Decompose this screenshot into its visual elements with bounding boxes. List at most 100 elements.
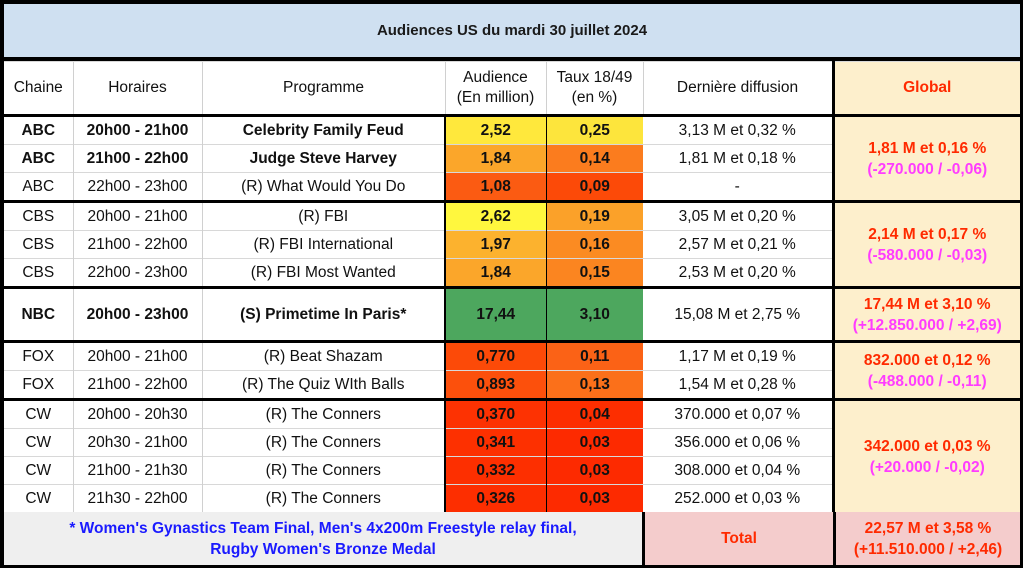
header-row: Chaine Horaires Programme Audience (En mi… [4, 61, 1020, 116]
cell-audience: 0,326 [444, 484, 546, 512]
total-value-line2: (+11.510.000 / +2,46) [853, 540, 1003, 558]
sheet-title: Audiences US du mardi 30 juillet 2024 [4, 4, 1020, 57]
footnote-line2: Rugby Women's Bronze Medal [210, 540, 436, 558]
cell-global: 342.000 et 0,03 % (+20.000 / -0,02) [831, 398, 1020, 512]
header-taux-l2: (en %) [571, 89, 618, 106]
header-chaine: Chaine [4, 61, 73, 116]
cell-audience: 0,332 [444, 456, 546, 485]
header-global: Global [831, 61, 1020, 116]
cell-audience: 17,44 [444, 286, 546, 342]
global-value: 17,44 M et 3,10 % [863, 295, 991, 313]
cell-chaine: ABC [4, 172, 73, 202]
table-row: NBC 20h00 - 23h00 (S) Primetime In Paris* 1… [4, 286, 1020, 342]
global-value: 2,14 M et 0,17 % [868, 225, 987, 243]
cell-chaine: CW [4, 456, 73, 485]
cell-programme: (S) Primetime In Paris* [201, 286, 445, 342]
cell-horaires: 20h30 - 21h00 [72, 428, 202, 457]
cell-derniere: 1,54 M et 0,28 % [643, 370, 833, 400]
global-change: (-488.000 / -0,11) [867, 372, 987, 390]
cell-horaires: 20h00 - 21h00 [72, 200, 202, 231]
cell-audience: 1,84 [444, 258, 546, 288]
cell-horaires: 21h30 - 22h00 [72, 484, 202, 512]
cell-global: 2,14 M et 0,17 % (-580.000 / -0,03) [831, 200, 1020, 288]
cell-programme: Judge Steve Harvey [201, 144, 445, 173]
table-row: CBS 20h00 - 21h00 (R) FBI 2,62 0,19 3,05 M et… [4, 200, 1020, 288]
cell-programme: (R) FBI Most Wanted [201, 258, 445, 288]
cell-programme: (R) The Conners [201, 484, 445, 512]
header-derniere: Dernière diffusion [642, 61, 833, 116]
header-taux-l1: Taux 18/49 [556, 69, 633, 86]
cell-programme: (R) The Conners [201, 456, 445, 485]
header-taux: Taux 18/49 (en %) [545, 61, 643, 116]
cell-derniere: 356.000 et 0,06 % [643, 428, 833, 457]
cell-chaine: NBC [4, 286, 73, 342]
cell-programme: Celebrity Family Feud [201, 114, 445, 145]
total-label: Total [645, 512, 833, 565]
table-row: CW 21h00 - 21h30 (R) The Conners 0,332 0,03 3… [4, 456, 1020, 485]
global-change: (+20.000 / -0,02) [869, 458, 985, 476]
table-row: CW 21h30 - 22h00 (R) The Conners 0,326 0,03 2… [4, 484, 1020, 512]
table-row: CW 20h00 - 20h30 (R) The Conners 0,370 0,04 3… [4, 398, 1020, 512]
total-value: 22,57 M et 3,58 % (+11.510.000 / +2,46) [836, 512, 1020, 565]
cell-derniere: 2,53 M et 0,20 % [643, 258, 833, 288]
ratings-table: Chaine Horaires Programme Audience (En mi… [4, 61, 1020, 512]
cell-horaires: 20h00 - 21h00 [72, 340, 202, 371]
cell-taux: 0,15 [545, 258, 643, 288]
cell-derniere: 3,13 M et 0,32 % [643, 114, 833, 145]
table-row: CBS 21h00 - 22h00 (R) FBI International 1,9… [4, 230, 1020, 259]
cell-derniere: 370.000 et 0,07 % [643, 398, 833, 429]
cell-horaires: 21h00 - 22h00 [72, 370, 202, 400]
cell-audience: 1,08 [444, 172, 546, 202]
cell-audience: 0,893 [444, 370, 546, 400]
header-horaires: Horaires [72, 61, 202, 116]
cell-programme: (R) FBI [201, 200, 445, 231]
cell-audience: 2,62 [444, 200, 546, 231]
cell-horaires: 22h00 - 23h00 [72, 172, 202, 202]
cell-horaires: 21h00 - 22h00 [72, 144, 202, 173]
cell-taux: 0,09 [545, 172, 643, 202]
header-audience-l2: (En million) [456, 89, 535, 106]
cell-taux: 0,16 [545, 230, 643, 259]
cell-derniere: 2,57 M et 0,21 % [643, 230, 833, 259]
table-row: CW 20h30 - 21h00 (R) The Conners 0,341 0,03 3… [4, 428, 1020, 457]
cell-chaine: CW [4, 428, 73, 457]
cell-horaires: 20h00 - 21h00 [72, 114, 202, 145]
cell-derniere: 3,05 M et 0,20 % [643, 200, 833, 231]
table-row: FOX 20h00 - 21h00 (R) Beat Shazam 0,770 0,11… [4, 340, 1020, 400]
cell-derniere: 252.000 et 0,03 % [643, 484, 833, 512]
cell-horaires: 20h00 - 23h00 [72, 286, 202, 342]
cell-audience: 0,770 [444, 340, 546, 371]
cell-programme: (R) FBI International [201, 230, 445, 259]
cell-programme: (R) The Conners [201, 398, 445, 429]
cell-chaine: CW [4, 484, 73, 512]
cell-programme: (R) Beat Shazam [201, 340, 445, 371]
cell-programme: (R) What Would You Do [201, 172, 445, 202]
cell-taux: 0,03 [545, 428, 643, 457]
cell-audience: 1,97 [444, 230, 546, 259]
cell-taux: 0,14 [545, 144, 643, 173]
global-value: 832.000 et 0,12 % [863, 351, 991, 369]
table-row: ABC 21h00 - 22h00 Judge Steve Harvey 1,84 0,… [4, 144, 1020, 173]
cell-derniere: 15,08 M et 2,75 % [643, 286, 833, 342]
cell-audience: 0,341 [444, 428, 546, 457]
cell-taux: 0,25 [545, 114, 643, 145]
table-row: ABC 22h00 - 23h00 (R) What Would You Do 1,0… [4, 172, 1020, 202]
header-audience: Audience (En million) [444, 61, 546, 116]
cell-derniere: 1,17 M et 0,19 % [643, 340, 833, 371]
header-programme: Programme [201, 61, 445, 116]
table-row: CBS 22h00 - 23h00 (R) FBI Most Wanted 1,84 0… [4, 258, 1020, 288]
table-row: ABC 20h00 - 21h00 Celebrity Family Feud 2,5… [4, 114, 1020, 202]
cell-horaires: 20h00 - 20h30 [72, 398, 202, 429]
cell-derniere: - [643, 172, 833, 202]
cell-programme: (R) The Conners [201, 428, 445, 457]
cell-horaires: 21h00 - 21h30 [72, 456, 202, 485]
cell-chaine: CBS [4, 200, 73, 231]
global-value: 1,81 M et 0,16 % [868, 139, 987, 157]
cell-audience: 2,52 [444, 114, 546, 145]
cell-chaine: ABC [4, 144, 73, 173]
cell-horaires: 21h00 - 22h00 [72, 230, 202, 259]
cell-taux: 0,04 [545, 398, 643, 429]
cell-chaine: CW [4, 398, 73, 429]
cell-audience: 1,84 [444, 144, 546, 173]
cell-taux: 0,03 [545, 484, 643, 512]
